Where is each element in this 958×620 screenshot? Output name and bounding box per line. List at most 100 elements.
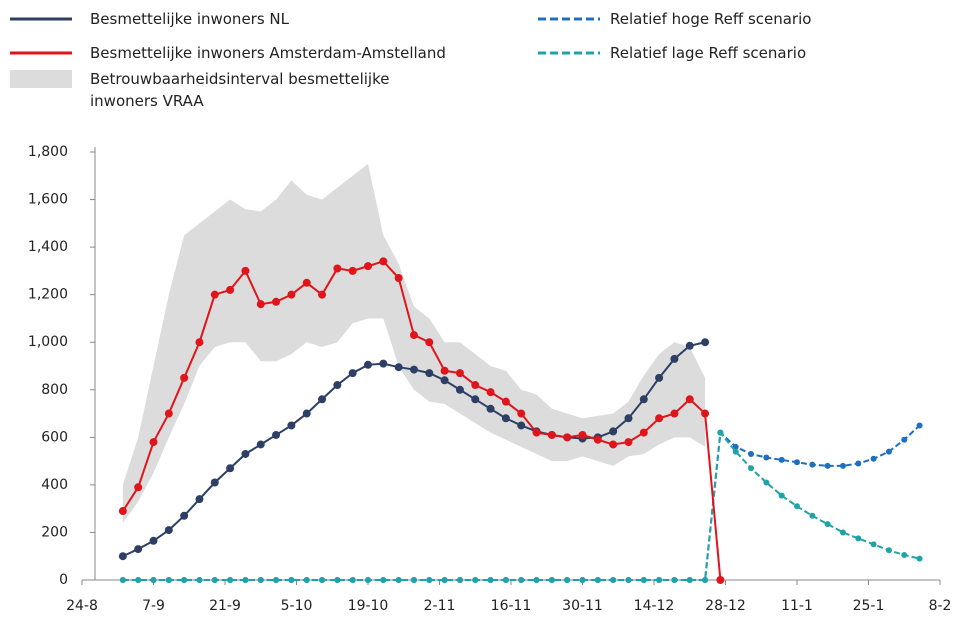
data-point <box>486 388 495 397</box>
data-point <box>671 577 678 583</box>
data-point <box>333 381 342 390</box>
data-point <box>196 577 203 583</box>
data-point <box>824 462 831 469</box>
data-point <box>564 577 571 583</box>
data-point <box>670 409 679 418</box>
data-point <box>318 395 327 404</box>
data-point <box>855 535 862 542</box>
data-point <box>579 577 586 583</box>
data-point <box>472 577 479 583</box>
legend-label: Betrouwbaarheidsinterval besmettelijke i… <box>90 70 390 110</box>
data-point <box>702 577 709 583</box>
data-point <box>794 459 800 466</box>
data-point <box>409 331 418 340</box>
x-tick-label: 16-11 <box>491 598 532 614</box>
confidence-band <box>122 163 706 523</box>
data-point <box>716 576 725 584</box>
data-point <box>486 404 495 413</box>
data-point <box>210 478 219 487</box>
y-tick-label: 1,200 <box>28 287 68 303</box>
y-tick-label: 1,600 <box>28 192 68 208</box>
data-point <box>578 430 587 439</box>
data-point <box>134 483 143 492</box>
data-point <box>748 450 755 457</box>
data-point <box>195 338 204 347</box>
data-point <box>609 427 618 436</box>
data-point <box>118 552 127 561</box>
data-point <box>763 454 770 461</box>
x-tick-label: 2-11 <box>424 598 456 614</box>
data-point <box>365 577 371 583</box>
data-point <box>839 529 846 536</box>
y-tick-label: 0 <box>59 572 68 588</box>
data-point <box>210 290 219 299</box>
data-point <box>379 257 388 266</box>
data-point <box>717 429 724 436</box>
data-point <box>256 300 265 309</box>
data-point <box>241 266 250 275</box>
data-point <box>517 421 526 430</box>
data-point <box>501 414 510 423</box>
data-point <box>195 495 204 504</box>
data-point <box>180 511 189 520</box>
data-point <box>502 577 509 583</box>
data-point <box>885 547 892 554</box>
data-point <box>441 577 448 583</box>
y-tick-label: 200 <box>41 524 68 540</box>
data-point <box>593 435 602 444</box>
data-point <box>226 285 235 294</box>
data-point <box>149 438 158 447</box>
data-point <box>916 555 923 562</box>
x-tick-label: 21-9 <box>209 598 241 614</box>
legend-label: Besmettelijke inwoners Amsterdam-Amstell… <box>90 44 446 62</box>
x-tick-label: 5-10 <box>281 598 313 614</box>
data-point <box>364 262 372 271</box>
data-point <box>348 369 357 378</box>
series-line <box>122 260 722 581</box>
data-point <box>870 541 877 548</box>
data-point <box>394 274 403 283</box>
data-point <box>548 577 555 583</box>
data-point <box>487 577 494 583</box>
data-point <box>639 395 648 404</box>
data-point <box>394 363 403 372</box>
data-point <box>409 365 418 374</box>
data-point <box>624 414 633 423</box>
data-point <box>794 503 800 510</box>
x-tick-label: 7-9 <box>142 598 165 614</box>
data-point <box>610 577 617 583</box>
data-point <box>670 354 679 363</box>
data-point <box>425 338 434 347</box>
data-point <box>272 297 281 306</box>
data-point <box>164 526 173 535</box>
x-tick-label: 19-10 <box>348 598 389 614</box>
data-point <box>242 577 249 583</box>
y-tick-label: 800 <box>41 382 68 398</box>
data-point <box>257 577 264 583</box>
data-point <box>625 577 632 583</box>
data-point <box>455 369 464 378</box>
data-point <box>164 409 173 418</box>
legend-label: Relatief hoge Reff scenario <box>610 10 812 28</box>
data-point <box>748 465 755 472</box>
data-point <box>272 430 281 439</box>
data-point <box>410 577 417 583</box>
data-point <box>533 577 540 583</box>
data-point <box>395 577 402 583</box>
data-point <box>426 577 433 583</box>
data-point <box>149 536 158 545</box>
data-point <box>319 577 326 583</box>
data-point <box>901 552 908 559</box>
data-point <box>594 577 601 583</box>
data-point <box>119 577 126 583</box>
data-point <box>655 373 664 382</box>
data-point <box>870 455 877 462</box>
data-point <box>532 428 541 437</box>
legend-label: Relatief lage Reff scenario <box>610 44 807 62</box>
x-tick-label: 14-12 <box>634 598 675 614</box>
data-point <box>181 577 188 583</box>
data-point <box>809 461 816 468</box>
x-tick-label: 11-1 <box>781 598 813 614</box>
data-point <box>916 422 923 429</box>
